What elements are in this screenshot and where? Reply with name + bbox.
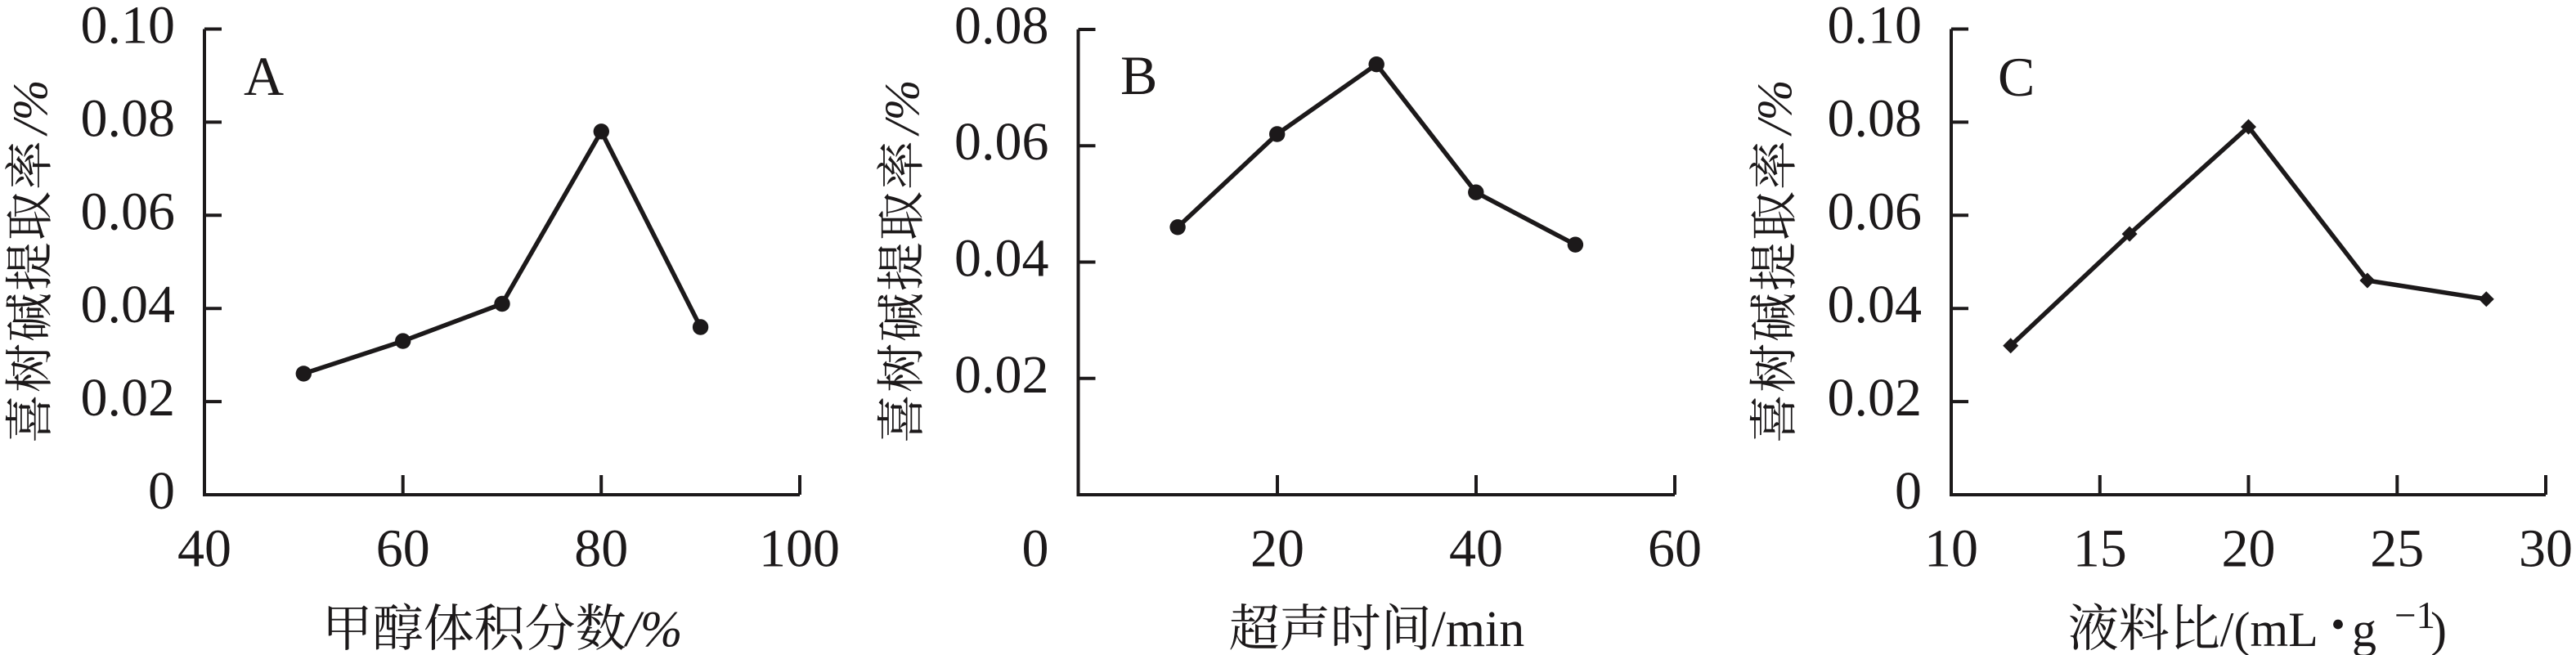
svg-text:/min: /min [1432,602,1525,655]
svg-text:A: A [244,45,284,107]
svg-text:20: 20 [2222,519,2276,579]
svg-text:/%: /% [875,79,929,137]
svg-text:0.02: 0.02 [1828,368,1923,428]
svg-text:0.10: 0.10 [81,0,176,56]
svg-text:/(mL: /(mL [2220,603,2318,655]
svg-text:/%: /% [624,602,683,655]
svg-text:): ) [2430,603,2447,655]
svg-text:0.08: 0.08 [954,0,1049,56]
svg-text:g: g [2352,603,2376,655]
svg-text:0.02: 0.02 [954,345,1049,405]
svg-text:0.04: 0.04 [81,275,176,334]
svg-text:0.04: 0.04 [1828,275,1923,334]
svg-text:60: 60 [1648,519,1702,579]
svg-text:10: 10 [1924,519,1978,579]
svg-text:0.02: 0.02 [81,368,176,428]
svg-text:60: 60 [376,519,430,579]
svg-text:100: 100 [759,519,840,579]
svg-text:0.04: 0.04 [954,229,1049,289]
svg-text:0.06: 0.06 [954,112,1049,172]
svg-text:0.06: 0.06 [1828,182,1923,241]
svg-text:0.10: 0.10 [1828,0,1923,56]
svg-text:0.08: 0.08 [81,88,176,148]
svg-text:30: 30 [2519,519,2573,579]
svg-text:0: 0 [148,461,175,521]
svg-text:/%: /% [1748,79,1802,137]
svg-text:/%: /% [3,79,57,137]
svg-text:15: 15 [2073,519,2127,579]
svg-text:0: 0 [1895,461,1922,521]
svg-text:20: 20 [1250,519,1304,579]
svg-text:B: B [1120,44,1157,106]
svg-text:25: 25 [2370,519,2424,579]
svg-text:0.08: 0.08 [1828,88,1923,148]
svg-text:C: C [1998,46,2035,108]
svg-text:40: 40 [177,519,231,579]
svg-text:0: 0 [1022,519,1049,579]
svg-text:80: 80 [574,519,628,579]
svg-text:0.06: 0.06 [81,182,176,241]
svg-text:40: 40 [1449,519,1503,579]
